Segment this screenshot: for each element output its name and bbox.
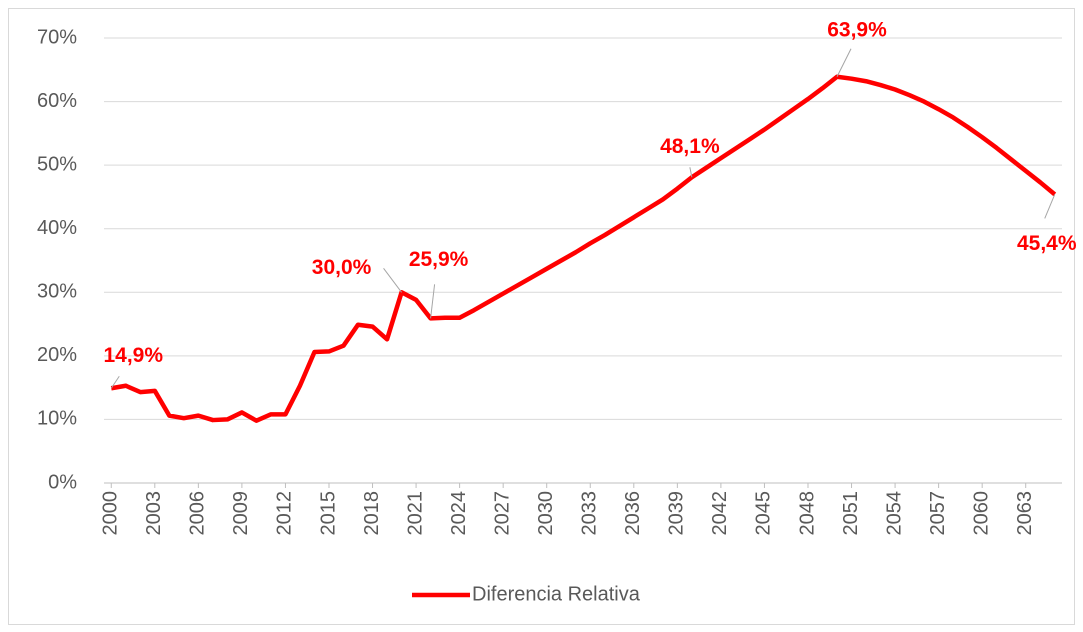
leader-line [430,284,436,319]
value-label: 48,1% [660,135,720,158]
x-tick-label: 2033 [579,491,601,536]
series-line [110,74,1057,423]
value-label: 45,4% [1017,232,1077,255]
x-tick-label: 2048 [796,491,818,536]
y-tick-label: 20% [37,344,77,366]
y-tick-label: 10% [37,408,77,430]
x-tick-label: 2036 [622,491,644,536]
x-tick-label: 2018 [361,491,383,536]
legend-label: Diferencia Relativa [472,583,641,605]
x-tick-label: 2039 [666,491,688,536]
x-tick-label: 2030 [535,491,557,536]
x-tick-label: 2045 [753,491,775,536]
value-label: 63,9% [827,18,887,41]
leader-line [1044,194,1056,219]
y-tick-label: 60% [37,90,77,112]
y-tick-label: 50% [37,153,77,175]
x-tick-label: 2015 [317,491,339,536]
x-tick-label: 2009 [230,491,252,536]
y-tick-label: 70% [37,26,77,48]
y-tick-label: 40% [37,217,77,239]
x-tick-label: 2063 [1014,491,1036,536]
leader-line [383,267,402,293]
x-tick-label: 2057 [927,491,949,536]
x-tick-label: 2012 [274,491,296,536]
x-tick-label: 2054 [883,491,905,536]
leader-line [110,376,120,389]
y-tick-label: 30% [37,281,77,303]
x-tick-label: 2000 [100,491,122,536]
value-label: 30,0% [312,256,372,279]
x-tick-label: 2027 [491,491,513,536]
leader-line [836,48,852,78]
y-tick-label: 0% [48,471,77,493]
leader-line [689,167,693,178]
x-tick-label: 2060 [970,491,992,536]
x-tick-label: 2021 [404,491,426,536]
x-tick-label: 2024 [448,491,470,536]
x-tick-label: 2042 [709,491,731,536]
x-tick-label: 2003 [143,491,165,536]
value-label: 25,9% [409,248,469,271]
chart-frame [8,8,1075,625]
value-label: 14,9% [103,344,163,367]
x-tick-label: 2051 [840,491,862,536]
x-tick-label: 2006 [187,491,209,536]
